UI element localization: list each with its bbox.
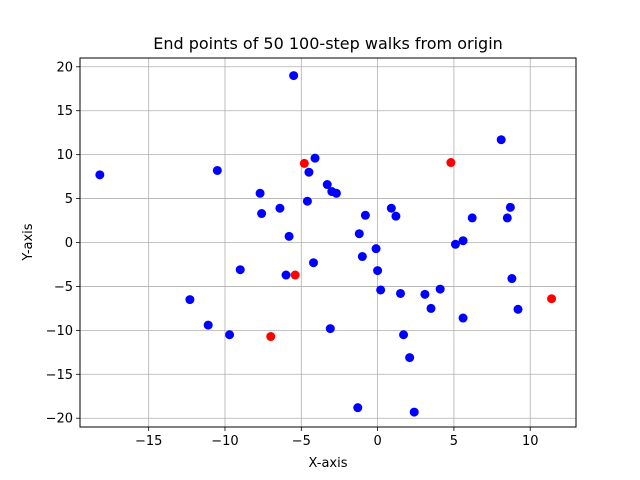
- scatter-point: [284, 231, 294, 241]
- y-tick-label: −15: [46, 368, 73, 383]
- y-tick-label: 10: [56, 148, 73, 163]
- scatter-point: [225, 330, 235, 340]
- scatter-point: [185, 295, 195, 305]
- scatter-point: [405, 353, 415, 363]
- scatter-point: [507, 274, 517, 284]
- scatter-point: [409, 407, 419, 417]
- x-axis-label: X-axis: [309, 456, 348, 471]
- scatter-point: [386, 203, 396, 213]
- scatter-point: [325, 324, 335, 334]
- scatter-point: [257, 209, 267, 219]
- y-tick-label: 20: [56, 60, 73, 75]
- scatter-point: [446, 158, 456, 168]
- y-tick-label: 0: [65, 236, 73, 251]
- scatter-point: [299, 158, 309, 168]
- scatter-point: [426, 303, 436, 313]
- scatter-point: [450, 239, 460, 249]
- scatter-point: [212, 165, 222, 175]
- scatter-point: [391, 211, 401, 221]
- x-tick-label: −15: [135, 434, 162, 449]
- x-tick-label: −10: [211, 434, 238, 449]
- scatter-point: [289, 71, 299, 81]
- scatter-point: [458, 313, 468, 323]
- scatter-point: [266, 332, 276, 342]
- scatter-point: [376, 285, 386, 295]
- x-tick-label: −5: [292, 434, 311, 449]
- scatter-point: [399, 330, 409, 340]
- y-tick-label: 5: [65, 192, 73, 207]
- x-tick-label: 10: [522, 434, 539, 449]
- scatter-point: [357, 252, 367, 262]
- scatter-point: [420, 289, 430, 299]
- scatter-point: [255, 188, 265, 198]
- scatter-point: [360, 210, 370, 220]
- scatter-point: [353, 403, 363, 413]
- scatter-point: [322, 180, 332, 190]
- scatter-point: [309, 258, 319, 268]
- scatter-point: [373, 266, 383, 276]
- scatter-point: [281, 270, 291, 280]
- y-tick-label: −20: [46, 412, 73, 427]
- scatter-point: [290, 270, 300, 280]
- scatter-point: [302, 196, 312, 206]
- scatter-point: [354, 229, 364, 239]
- scatter-point: [203, 320, 213, 330]
- data-points: [95, 71, 557, 417]
- scatter-point: [275, 203, 285, 213]
- scatter-point: [513, 304, 523, 314]
- scatter-point: [310, 153, 320, 163]
- x-tick-label: 5: [450, 434, 458, 449]
- y-tick-label: 15: [56, 104, 73, 119]
- y-tick-label: −10: [46, 324, 73, 339]
- scatter-point: [304, 167, 314, 177]
- scatter-point: [505, 202, 515, 212]
- scatter-point: [371, 244, 381, 254]
- scatter-point: [95, 170, 105, 180]
- scatter-point: [467, 213, 477, 223]
- scatter-point: [331, 188, 341, 198]
- y-axis-label: Y-axis: [21, 223, 36, 261]
- scatter-point: [496, 135, 506, 145]
- scatter-point: [235, 265, 245, 275]
- scatter-point: [458, 236, 468, 246]
- chart-title: End points of 50 100-step walks from ori…: [153, 34, 503, 53]
- x-tick-label: 0: [373, 434, 381, 449]
- scatter-point: [547, 294, 557, 304]
- scatter-point: [395, 288, 405, 298]
- y-tick-label: −5: [54, 280, 73, 295]
- scatter-point: [502, 213, 512, 223]
- axis-ticks: −15 −10 −5 0 5 10 −20 −15 −10 −5 0 5 10 15 20: [46, 60, 539, 449]
- scatter-point: [435, 284, 445, 294]
